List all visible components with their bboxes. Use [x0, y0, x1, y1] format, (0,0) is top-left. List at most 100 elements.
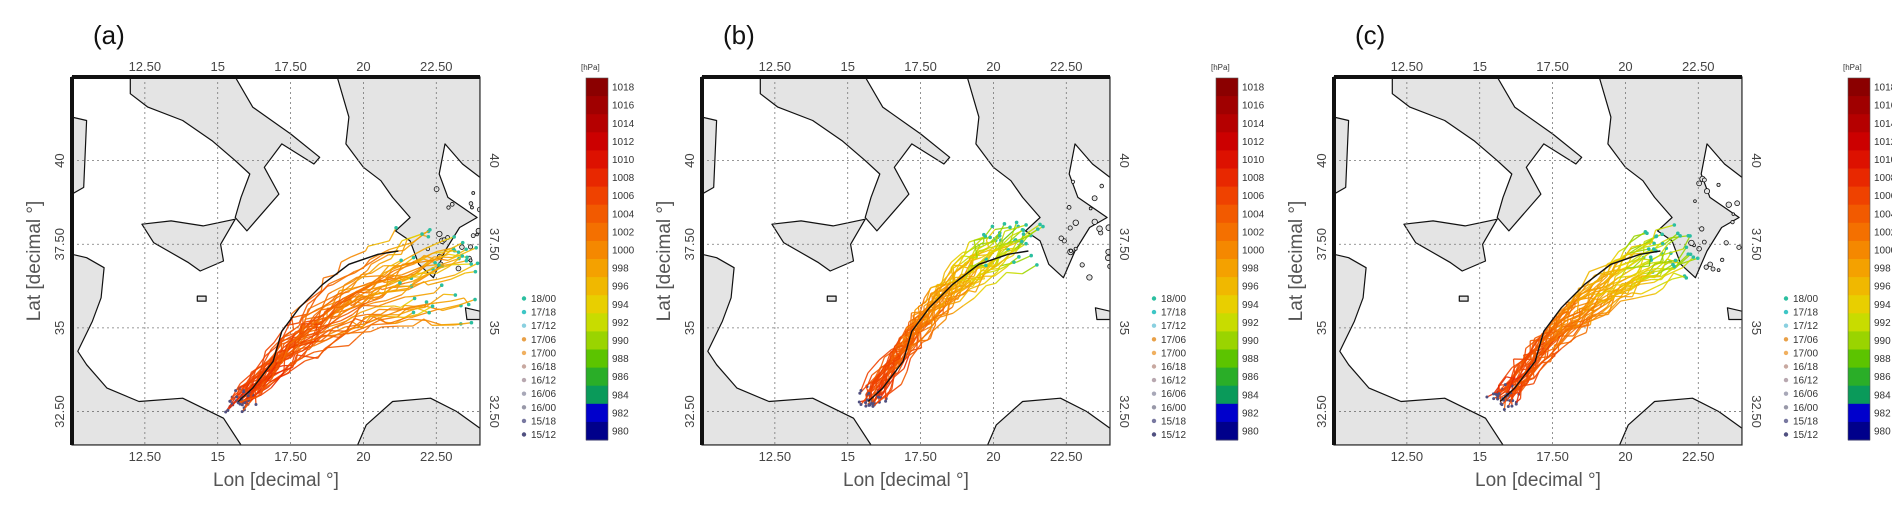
- colorbar-level-label: 1012: [612, 137, 635, 148]
- colorbar-level-label: 1018: [1874, 83, 1892, 94]
- track-end-marker: [1696, 256, 1700, 260]
- colorbar-swatch: [586, 132, 608, 151]
- colorbar-swatch: [1848, 132, 1870, 151]
- legend-marker: [1784, 337, 1788, 341]
- colorbar-swatch: [1848, 368, 1870, 387]
- lon-tick-top: 12.50: [1391, 59, 1424, 74]
- track-segment: [379, 309, 401, 310]
- colorbar-level-label: 1016: [1874, 101, 1892, 112]
- track-end-marker: [1003, 222, 1007, 226]
- colorbar-swatch: [586, 241, 608, 260]
- island: [1106, 225, 1112, 231]
- track-start-marker: [859, 389, 862, 392]
- colorbar-swatch: [586, 114, 608, 133]
- lon-tick-bottom: 17.50: [904, 449, 937, 464]
- colorbar-swatch: [586, 277, 608, 296]
- track-start-marker: [234, 389, 237, 392]
- track-end-marker: [464, 247, 468, 251]
- legend-marker: [1152, 419, 1156, 423]
- lat-tick-left: 40: [682, 153, 697, 167]
- lon-tick-top: 22.50: [1050, 59, 1083, 74]
- colorbar-level-label: 1000: [612, 245, 635, 256]
- legend-marker: [1784, 419, 1788, 423]
- colorbar-swatch: [1216, 96, 1238, 115]
- legend-marker: [1784, 432, 1788, 436]
- colorbar-level-label: 1018: [1242, 83, 1265, 94]
- track-start-marker: [864, 405, 867, 408]
- colorbar-swatch: [586, 350, 608, 369]
- legend-label: 16/12: [1161, 376, 1186, 387]
- legend-marker: [522, 405, 526, 409]
- legend-marker: [1784, 351, 1788, 355]
- lat-tick-left: 40: [1314, 153, 1329, 167]
- track-start-marker: [235, 395, 238, 398]
- legend-label: 15/18: [1161, 416, 1186, 427]
- colorbar-level-label: 980: [1874, 426, 1891, 437]
- colorbar-swatch: [1216, 150, 1238, 169]
- colorbar-swatch: [1216, 114, 1238, 133]
- track-end-marker: [1012, 260, 1016, 264]
- colorbar-level-label: 1016: [1242, 101, 1265, 112]
- island: [1059, 236, 1063, 240]
- track-end-marker: [1684, 276, 1688, 280]
- map-area: [1334, 77, 1742, 445]
- colorbar-level-label: 990: [612, 336, 629, 347]
- colorbar-level-label: 998: [612, 264, 629, 275]
- colorbar-swatch: [1216, 422, 1238, 441]
- island: [471, 234, 475, 238]
- island: [437, 231, 442, 236]
- track-end-marker: [1661, 242, 1665, 246]
- legend-marker: [1152, 310, 1156, 314]
- legend-label: 16/12: [531, 376, 556, 387]
- legend-marker: [522, 419, 526, 423]
- colorbar-swatch: [1216, 386, 1238, 405]
- colorbar-level-label: 1018: [612, 83, 635, 94]
- colorbar: [hPa]10181016101410121010100810061004100…: [1211, 63, 1265, 441]
- panel-label: (b): [723, 20, 755, 50]
- track-end-marker: [413, 297, 417, 301]
- track-end-marker: [1017, 255, 1021, 259]
- track-segment: [1617, 285, 1631, 286]
- colorbar-level-label: 984: [1874, 390, 1891, 401]
- colorbar-swatch: [586, 187, 608, 206]
- colorbar-level-label: 980: [612, 426, 629, 437]
- colorbar-level-label: 1004: [1874, 209, 1892, 220]
- island: [1717, 269, 1720, 272]
- track-end-marker: [1022, 232, 1026, 236]
- lon-tick-top: 17.50: [1536, 59, 1569, 74]
- track-segment: [301, 324, 321, 325]
- legend-label: 17/12: [1161, 321, 1186, 332]
- track-segment: [365, 316, 380, 317]
- colorbar-unit: [hPa]: [1211, 63, 1230, 72]
- colorbar-swatch: [1216, 223, 1238, 242]
- track-end-marker: [454, 293, 458, 297]
- colorbar-level-label: 1004: [612, 209, 635, 220]
- track-end-marker: [984, 264, 988, 268]
- track-end-marker: [998, 234, 1002, 238]
- track-start-marker: [242, 390, 245, 393]
- legend-label: 15/18: [531, 416, 556, 427]
- track-end-marker: [431, 304, 435, 308]
- track-end-marker: [412, 311, 416, 315]
- island: [1704, 189, 1709, 194]
- lat-tick-left: 37.50: [52, 228, 67, 261]
- lon-tick-bottom: 20: [986, 449, 1000, 464]
- track-start-marker: [1504, 383, 1507, 386]
- colorbar-level-label: 980: [1242, 426, 1259, 437]
- land-malta: [1459, 296, 1468, 301]
- island: [1071, 180, 1074, 183]
- track-end-marker: [412, 256, 416, 260]
- colorbar-unit: [hPa]: [1843, 63, 1862, 72]
- track-end-marker: [452, 235, 456, 239]
- colorbar-swatch: [1848, 259, 1870, 278]
- lon-tick-bottom: 22.50: [420, 449, 453, 464]
- colorbar-swatch: [1216, 78, 1238, 97]
- island: [460, 245, 465, 250]
- track-end-marker: [1660, 232, 1664, 236]
- colorbar-level-label: 986: [612, 372, 629, 383]
- colorbar-level-label: 996: [612, 282, 629, 293]
- colorbar-swatch: [1848, 277, 1870, 296]
- island: [1737, 245, 1741, 249]
- legend-marker: [1152, 378, 1156, 382]
- panel-label: (a): [93, 20, 125, 50]
